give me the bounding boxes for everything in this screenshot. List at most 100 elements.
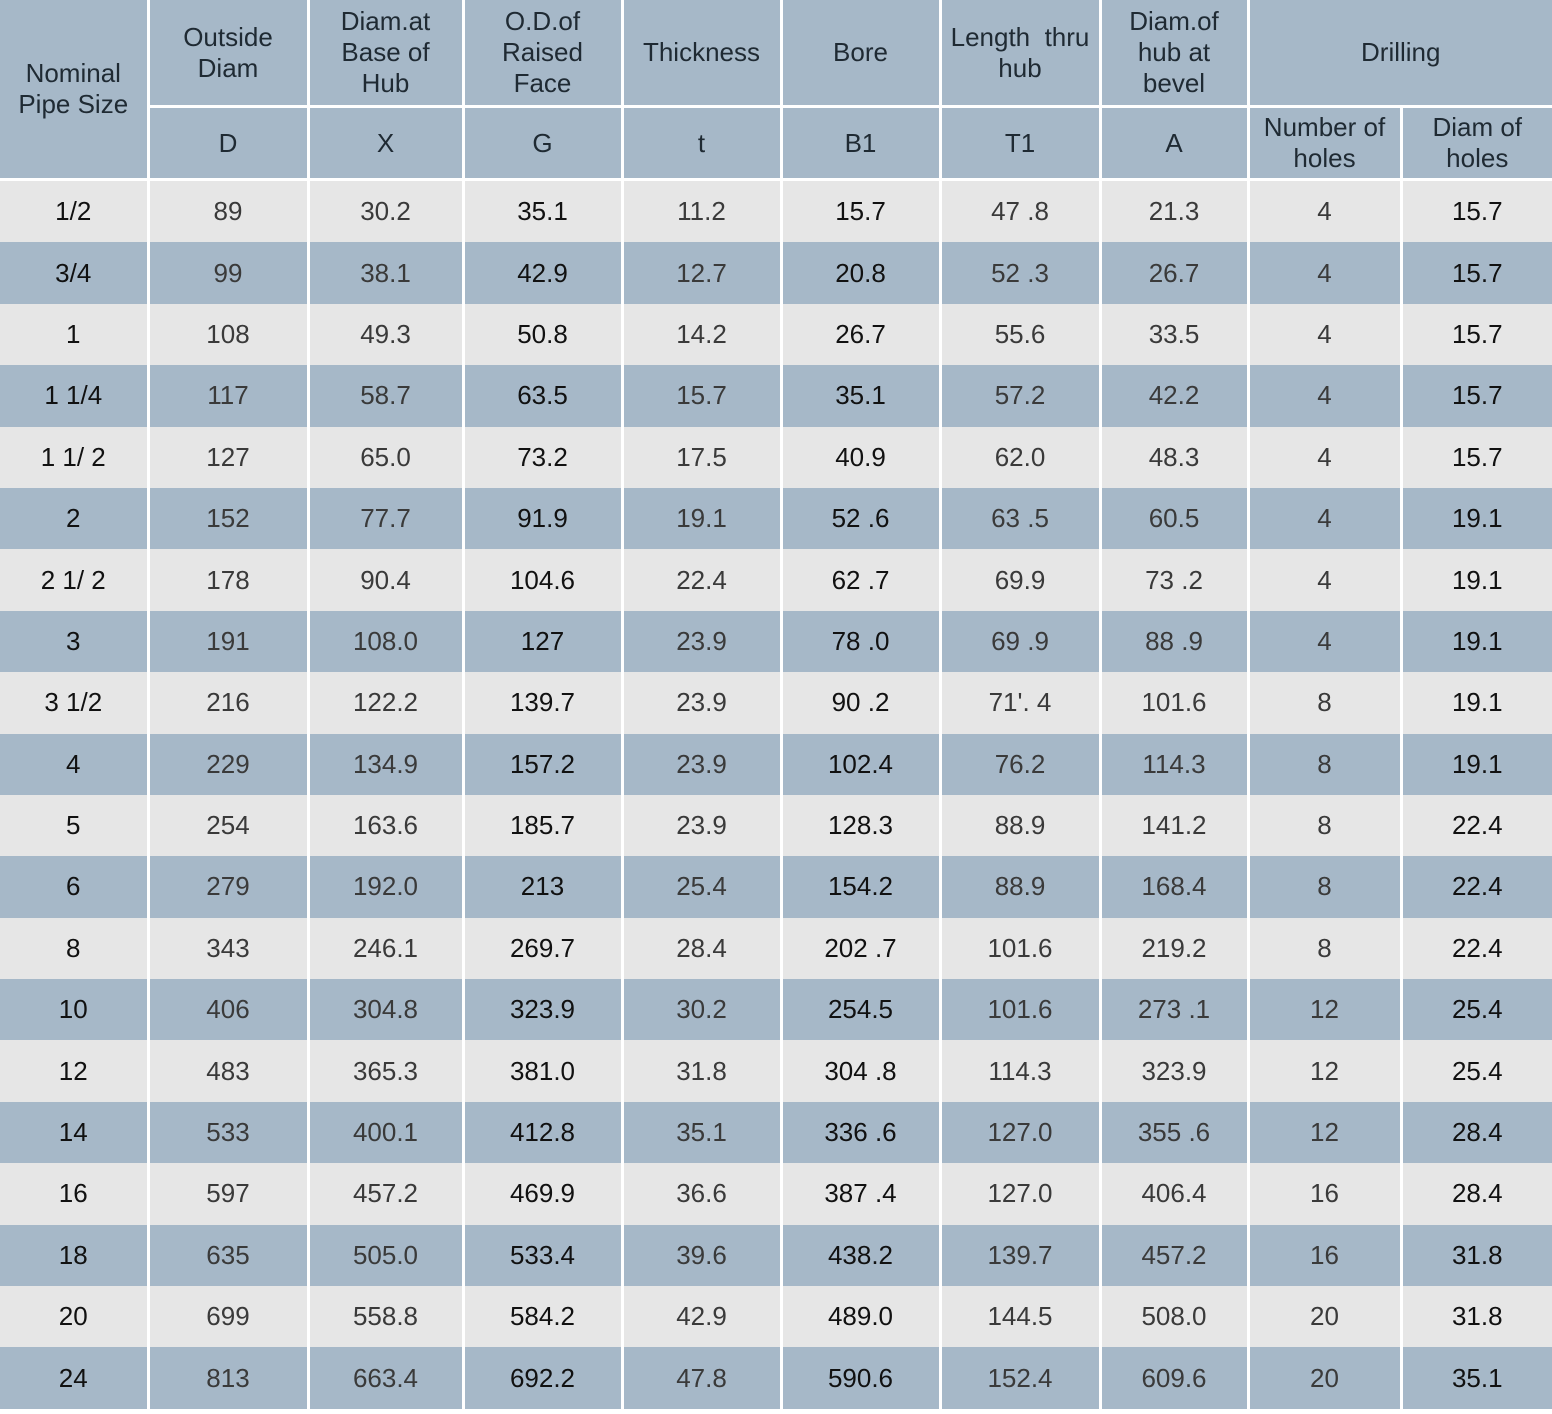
table-row: 2 152 77.7 91.9 19.1 52 .6 63 .5 60.5 4 19.1 (0, 487, 1552, 550)
cell-length-thru-hub: 101.6 (940, 917, 1102, 980)
col-header-outside-diam: Outside Diam (148, 0, 310, 108)
cell-outside-diam: 483 (148, 1040, 310, 1102)
cell-diam-of-holes: 19.1 (1401, 549, 1552, 611)
cell-diam-base-hub: 505.0 (308, 1224, 465, 1287)
cell-diam-base-hub: 457.2 (308, 1163, 465, 1225)
cell-outside-diam: 254 (148, 794, 310, 857)
cell-diam-of-holes: 15.7 (1401, 365, 1552, 427)
table-row: 12 483 365.3 381.0 31.8 304 .8 114.3 323.9 12 25.… (0, 1040, 1552, 1102)
cell-diam-base-hub: 558.8 (308, 1286, 465, 1348)
cell-outside-diam: 127 (148, 426, 310, 488)
cell-od-raised-face: 35.1 (463, 179, 624, 243)
table-row: 1 1/ 2 127 65.0 73.2 17.5 40.9 62.0 48.3 4 15.7 (0, 426, 1552, 488)
col-header-diam-of-holes: Diam of holes (1401, 106, 1552, 181)
cell-length-thru-hub: 101.6 (940, 979, 1102, 1041)
cell-nominal-pipe-size: 18 (0, 1224, 150, 1287)
table-row: 3 1/2 216 122.2 139.7 23.9 90 .2 71'. 4 101.6 8 1… (0, 672, 1552, 734)
cell-diam-base-hub: 58.7 (308, 365, 465, 427)
cell-length-thru-hub: 63 .5 (940, 487, 1102, 550)
cell-thickness: 23.9 (622, 610, 783, 673)
cell-number-of-holes: 12 (1248, 1040, 1403, 1102)
cell-length-thru-hub: 57.2 (940, 365, 1102, 427)
col-symbol-G: G (463, 106, 624, 181)
cell-diam-of-holes: 15.7 (1401, 242, 1552, 304)
cell-nominal-pipe-size: 20 (0, 1286, 150, 1348)
cell-diam-of-holes: 19.1 (1401, 672, 1552, 734)
cell-diam-of-holes: 25.4 (1401, 979, 1552, 1041)
cell-thickness: 17.5 (622, 426, 783, 488)
cell-diam-of-holes: 15.7 (1401, 303, 1552, 366)
cell-od-raised-face: 50.8 (463, 303, 624, 366)
cell-diam-hub-bevel: 219.2 (1100, 917, 1250, 980)
cell-od-raised-face: 469.9 (463, 1163, 624, 1225)
cell-thickness: 42.9 (622, 1286, 783, 1348)
cell-od-raised-face: 412.8 (463, 1101, 624, 1164)
cell-nominal-pipe-size: 16 (0, 1163, 150, 1225)
header-row-symbols: D X G t B1 T1 A Number of holes Diam of … (0, 106, 1552, 181)
cell-od-raised-face: 584.2 (463, 1286, 624, 1348)
cell-outside-diam: 99 (148, 242, 310, 304)
cell-diam-hub-bevel: 48.3 (1100, 426, 1250, 488)
cell-diam-base-hub: 49.3 (308, 303, 465, 366)
cell-number-of-holes: 4 (1248, 179, 1403, 243)
cell-diam-base-hub: 77.7 (308, 487, 465, 550)
cell-bore: 102.4 (781, 733, 942, 795)
cell-diam-of-holes: 31.8 (1401, 1286, 1552, 1348)
cell-diam-of-holes: 15.7 (1401, 426, 1552, 488)
cell-bore: 35.1 (781, 365, 942, 427)
cell-nominal-pipe-size: 24 (0, 1347, 150, 1409)
cell-diam-base-hub: 400.1 (308, 1101, 465, 1164)
cell-length-thru-hub: 62.0 (940, 426, 1102, 488)
cell-number-of-holes: 8 (1248, 856, 1403, 918)
table-row: 1/2 89 30.2 35.1 11.2 15.7 47 .8 21.3 4 15.7 (0, 179, 1552, 243)
cell-diam-hub-bevel: 323.9 (1100, 1040, 1250, 1102)
table-row: 3/4 99 38.1 42.9 12.7 20.8 52 .3 26.7 4 15.7 (0, 242, 1552, 304)
cell-number-of-holes: 4 (1248, 242, 1403, 304)
cell-length-thru-hub: 114.3 (940, 1040, 1102, 1102)
cell-diam-base-hub: 246.1 (308, 917, 465, 980)
cell-outside-diam: 635 (148, 1224, 310, 1287)
cell-nominal-pipe-size: 4 (0, 733, 150, 795)
cell-diam-base-hub: 663.4 (308, 1347, 465, 1409)
cell-diam-hub-bevel: 26.7 (1100, 242, 1250, 304)
cell-bore: 387 .4 (781, 1163, 942, 1225)
col-header-od-raised-face: O.D.of Raised Face (463, 0, 624, 108)
cell-thickness: 35.1 (622, 1101, 783, 1164)
cell-number-of-holes: 4 (1248, 549, 1403, 611)
cell-diam-base-hub: 163.6 (308, 794, 465, 857)
cell-diam-base-hub: 122.2 (308, 672, 465, 734)
cell-nominal-pipe-size: 1 1/ 2 (0, 426, 150, 488)
cell-nominal-pipe-size: 3 1/2 (0, 672, 150, 734)
cell-diam-of-holes: 19.1 (1401, 487, 1552, 550)
cell-diam-hub-bevel: 273 .1 (1100, 979, 1250, 1041)
cell-outside-diam: 152 (148, 487, 310, 550)
cell-diam-hub-bevel: 141.2 (1100, 794, 1250, 857)
col-symbol-A: A (1100, 106, 1250, 181)
col-header-nominal-pipe-size: Nominal Pipe Size (0, 0, 150, 181)
cell-od-raised-face: 104.6 (463, 549, 624, 611)
col-header-bore: Bore (781, 0, 942, 108)
cell-number-of-holes: 20 (1248, 1347, 1403, 1409)
cell-nominal-pipe-size: 2 (0, 487, 150, 550)
cell-diam-base-hub: 90.4 (308, 549, 465, 611)
cell-number-of-holes: 16 (1248, 1163, 1403, 1225)
cell-diam-base-hub: 30.2 (308, 179, 465, 243)
cell-diam-hub-bevel: 73 .2 (1100, 549, 1250, 611)
cell-number-of-holes: 8 (1248, 794, 1403, 857)
table-row: 8 343 246.1 269.7 28.4 202 .7 101.6 219.2 8 22.4 (0, 917, 1552, 980)
cell-od-raised-face: 213 (463, 856, 624, 918)
cell-od-raised-face: 157.2 (463, 733, 624, 795)
cell-thickness: 25.4 (622, 856, 783, 918)
cell-diam-of-holes: 22.4 (1401, 856, 1552, 918)
cell-number-of-holes: 4 (1248, 365, 1403, 427)
cell-bore: 26.7 (781, 303, 942, 366)
cell-thickness: 19.1 (622, 487, 783, 550)
col-symbol-X: X (308, 106, 465, 181)
cell-od-raised-face: 63.5 (463, 365, 624, 427)
cell-outside-diam: 279 (148, 856, 310, 918)
cell-outside-diam: 178 (148, 549, 310, 611)
cell-diam-of-holes: 28.4 (1401, 1163, 1552, 1225)
cell-diam-hub-bevel: 609.6 (1100, 1347, 1250, 1409)
cell-length-thru-hub: 152.4 (940, 1347, 1102, 1409)
cell-thickness: 39.6 (622, 1224, 783, 1287)
